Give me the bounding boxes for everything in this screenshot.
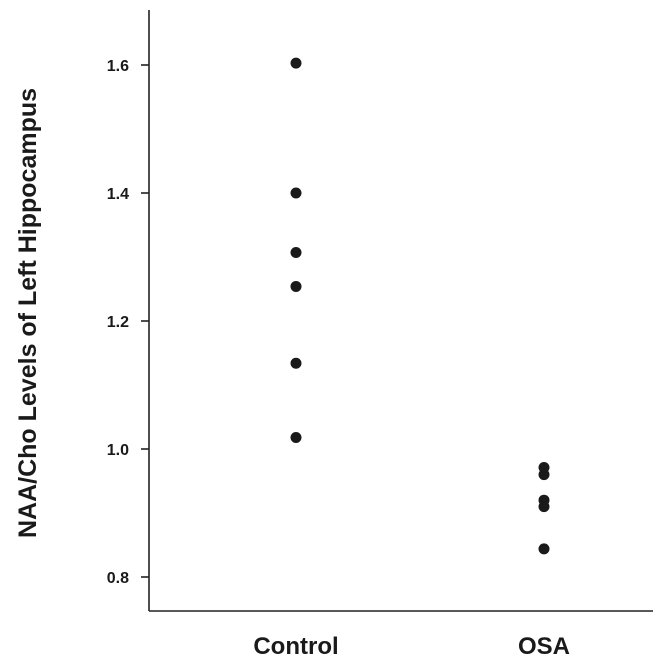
- category-labels: Control OSA: [253, 633, 570, 657]
- data-point-control: [290, 357, 302, 369]
- y-tick-label: 1.2: [107, 314, 129, 331]
- y-tick-label: 1.4: [107, 186, 129, 203]
- category-label-control: Control: [253, 633, 338, 657]
- category-label-osa: OSA: [518, 633, 570, 657]
- data-point-control: [290, 57, 302, 69]
- y-axis-title: NAA/Cho Levels of Left Hippocampus: [14, 88, 42, 538]
- data-point-osa: [538, 469, 550, 481]
- data-points: [290, 57, 550, 555]
- data-point-control: [290, 431, 302, 443]
- y-tick-label: 0.8: [107, 570, 129, 587]
- data-point-osa: [538, 543, 550, 555]
- y-axis-ticks: 0.8 1.0 1.2 1.4 1.6: [107, 58, 149, 587]
- data-point-control: [290, 187, 302, 199]
- data-point-osa: [538, 501, 550, 513]
- y-tick-label: 1.6: [107, 58, 129, 75]
- data-point-control: [290, 280, 302, 292]
- plot-area: 0.8 1.0 1.2 1.4 1.6 Control OSA: [107, 10, 653, 657]
- data-point-control: [290, 247, 302, 259]
- y-tick-label: 1.0: [107, 442, 129, 459]
